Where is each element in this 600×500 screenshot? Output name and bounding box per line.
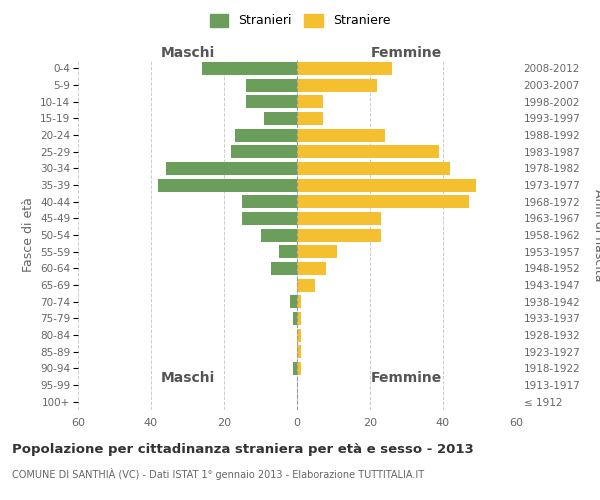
Bar	[293, 362, 297, 375]
Bar	[297, 145, 439, 158]
Bar	[297, 245, 337, 258]
Bar	[297, 112, 323, 125]
Text: Femmine: Femmine	[371, 46, 442, 60]
Bar	[297, 362, 301, 375]
Bar	[297, 278, 315, 291]
Bar	[297, 328, 301, 342]
Bar	[297, 128, 385, 141]
Y-axis label: Fasce di età: Fasce di età	[22, 198, 35, 272]
Bar	[242, 195, 297, 208]
Bar	[297, 228, 381, 241]
Text: Maschi: Maschi	[160, 370, 215, 384]
Bar	[297, 195, 469, 208]
Bar	[158, 178, 297, 192]
Bar	[279, 245, 297, 258]
Y-axis label: Anni di nascita: Anni di nascita	[592, 188, 600, 281]
Bar	[297, 312, 301, 325]
Bar	[260, 228, 297, 241]
Bar	[297, 78, 377, 92]
Bar	[297, 178, 476, 192]
Text: Popolazione per cittadinanza straniera per età e sesso - 2013: Popolazione per cittadinanza straniera p…	[12, 442, 474, 456]
Bar	[264, 112, 297, 125]
Text: Femmine: Femmine	[371, 370, 442, 384]
Bar	[246, 95, 297, 108]
Bar	[297, 95, 323, 108]
Bar	[297, 345, 301, 358]
Text: Maschi: Maschi	[160, 46, 215, 60]
Bar	[166, 162, 297, 175]
Bar	[290, 295, 297, 308]
Bar	[246, 78, 297, 92]
Bar	[235, 128, 297, 141]
Bar	[297, 295, 301, 308]
Bar	[297, 62, 392, 75]
Bar	[297, 162, 451, 175]
Bar	[297, 262, 326, 275]
Bar	[271, 262, 297, 275]
Bar	[293, 312, 297, 325]
Text: COMUNE DI SANTHIÀ (VC) - Dati ISTAT 1° gennaio 2013 - Elaborazione TUTTITALIA.IT: COMUNE DI SANTHIÀ (VC) - Dati ISTAT 1° g…	[12, 468, 424, 479]
Legend: Stranieri, Straniere: Stranieri, Straniere	[205, 8, 395, 32]
Bar	[232, 145, 297, 158]
Bar	[297, 212, 381, 225]
Bar	[202, 62, 297, 75]
Bar	[242, 212, 297, 225]
